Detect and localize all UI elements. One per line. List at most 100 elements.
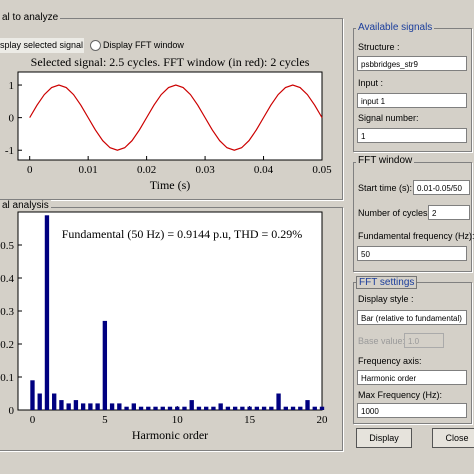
bar xyxy=(218,403,223,410)
display-button[interactable]: Display xyxy=(356,428,412,448)
x-tick-label: 0 xyxy=(27,164,33,176)
x-tick-label: 5 xyxy=(102,414,108,426)
bar xyxy=(182,406,187,410)
group-title: al to analyze xyxy=(0,12,61,23)
y-tick-label: 0 xyxy=(9,405,15,417)
x-tick-label: 0.02 xyxy=(137,164,156,176)
bar xyxy=(52,393,57,410)
plot-area xyxy=(17,211,323,411)
x-tick-label: 15 xyxy=(244,414,256,426)
bar xyxy=(269,406,274,410)
radio-button[interactable] xyxy=(90,40,101,51)
signal-chart: -1 0 1 0 0.01 0.02 0.03 0.04 0.05 Time (s) Selecte… xyxy=(5,55,332,192)
bar xyxy=(247,406,252,410)
group-title: FFT settings xyxy=(356,276,418,289)
y-tick-label: 0.3 xyxy=(0,306,14,318)
bar xyxy=(319,406,325,410)
signal-group xyxy=(0,18,343,200)
label: Number of cycles: xyxy=(358,208,431,218)
y-tick-label: 0.2 xyxy=(0,339,14,351)
signal-line xyxy=(29,84,323,151)
bar xyxy=(204,406,209,410)
bar xyxy=(189,400,194,410)
x-tick-label: 0 xyxy=(30,414,36,426)
y-tick-label: -1 xyxy=(5,145,14,157)
x-tick-label: 20 xyxy=(317,414,329,426)
bar xyxy=(298,406,303,410)
bar xyxy=(312,406,317,410)
text-field[interactable]: 2 xyxy=(428,205,470,220)
bar xyxy=(44,215,50,410)
bar xyxy=(290,406,296,410)
group-title: FFT window xyxy=(356,155,415,166)
text-field[interactable]: 50 xyxy=(357,246,467,261)
bar xyxy=(240,406,245,410)
bar xyxy=(232,406,238,410)
y-tick-label: 1 xyxy=(9,80,15,92)
bar xyxy=(196,406,202,410)
text-field[interactable]: 1000 xyxy=(357,403,467,418)
label: Fundamental frequency (Hz): xyxy=(358,231,474,241)
y-tick-label: 0 xyxy=(9,113,15,125)
bar xyxy=(254,406,260,410)
label: Frequency axis: xyxy=(358,356,422,366)
analysis-group xyxy=(0,207,343,451)
label: Max Frequency (Hz): xyxy=(358,390,443,400)
bar xyxy=(146,406,151,410)
fft-chart: 0 0.1 0.2 0.3 0.4 0.5 0 5 10 15 20 Harmonic order Fu… xyxy=(0,211,329,442)
dropdown[interactable]: Bar (relative to fundamental) xyxy=(357,310,467,325)
bar xyxy=(73,400,79,410)
group-title: al analysis xyxy=(0,200,51,211)
bar xyxy=(167,406,173,410)
bar xyxy=(95,403,100,410)
x-tick-label: 0.05 xyxy=(312,164,332,176)
x-tick-label: 10 xyxy=(172,414,184,426)
y-tick-label: 0.5 xyxy=(0,240,14,252)
bar xyxy=(131,403,136,410)
text-field[interactable]: 1 xyxy=(357,128,467,143)
x-axis-label: Time (s) xyxy=(150,178,191,192)
bar xyxy=(261,406,267,410)
text-field[interactable]: psbbridges_str9 xyxy=(357,56,467,71)
bar xyxy=(66,403,71,410)
bar xyxy=(30,380,35,410)
label: Base value: xyxy=(358,336,406,346)
bar xyxy=(138,406,144,410)
plot-area xyxy=(17,71,323,161)
bar xyxy=(124,406,129,410)
dropdown[interactable]: input 1 xyxy=(357,93,467,108)
y-tick-label: 0.1 xyxy=(0,372,14,384)
bar xyxy=(80,403,86,410)
x-axis-label: Harmonic order xyxy=(132,428,208,442)
text-field[interactable]: 0.01-0.05/50 xyxy=(413,180,470,195)
bar xyxy=(175,406,180,410)
bar xyxy=(283,406,288,410)
bar xyxy=(88,403,93,410)
text-field: 1.0 xyxy=(404,333,444,348)
label: Display style : xyxy=(358,294,414,304)
bar xyxy=(109,403,115,410)
bar xyxy=(59,400,64,410)
dropdown[interactable]: Harmonic order xyxy=(357,370,467,385)
label: Structure : xyxy=(358,42,400,52)
chart-title: Selected signal: 2.5 cycles. FFT window … xyxy=(31,55,310,69)
radio[interactable]: Display FFT window xyxy=(103,40,184,50)
bar xyxy=(160,406,165,410)
group-title: Available signals xyxy=(356,22,435,33)
bar xyxy=(117,403,122,410)
bar xyxy=(102,320,108,410)
x-tick-label: 0.03 xyxy=(195,164,215,176)
bar xyxy=(305,400,310,410)
bar xyxy=(276,393,281,410)
close-button[interactable]: Close xyxy=(432,428,474,448)
bar xyxy=(153,406,158,410)
bar xyxy=(211,406,216,410)
y-tick-label: 0.4 xyxy=(0,273,14,285)
label: Signal number: xyxy=(358,113,419,123)
chart-title: Fundamental (50 Hz) = 0.9144 p.u, THD = … xyxy=(62,227,303,241)
x-tick-label: 0.01 xyxy=(79,164,98,176)
x-tick-label: 0.04 xyxy=(254,164,274,176)
radio[interactable]: splay selected signal xyxy=(0,38,84,53)
